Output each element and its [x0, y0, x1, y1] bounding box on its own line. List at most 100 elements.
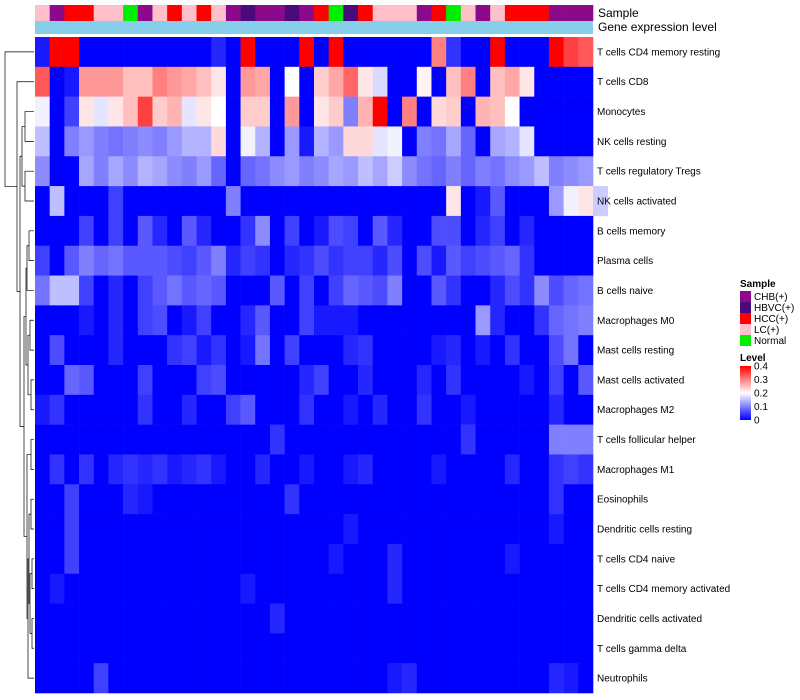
heatmap-cell: [93, 603, 109, 634]
heatmap-cell: [416, 484, 432, 515]
heatmap-cell: [372, 365, 388, 396]
heatmap-cell: [49, 365, 65, 396]
heatmap-cell: [93, 514, 109, 545]
sample-annotation-cell: [93, 5, 109, 21]
heatmap-cell: [108, 543, 124, 575]
heatmap-cell: [299, 663, 315, 694]
heatmap-cell: [196, 484, 212, 515]
row-label-t-cells-cd8: T cells CD8: [597, 77, 649, 88]
heatmap-cell: [416, 603, 432, 634]
heatmap-cell: [108, 156, 124, 187]
heatmap-cell: [108, 603, 124, 634]
heatmap-cell: [240, 454, 256, 485]
heatmap-cell: [431, 454, 447, 485]
heatmap-cell: [314, 603, 329, 634]
heatmap-cell: [578, 245, 594, 276]
heatmap-cell: [49, 215, 65, 247]
heatmap-cell: [123, 96, 139, 127]
heatmap-cell: [475, 275, 491, 306]
heatmap-cell: [225, 394, 241, 425]
heatmap-cell: [211, 245, 227, 276]
heatmap-cell: [314, 514, 329, 545]
heatmap-cell: [225, 156, 241, 187]
heatmap-cell: [431, 663, 447, 694]
heatmap-cell: [49, 484, 65, 515]
sample-annotation-cell: [431, 5, 447, 21]
heatmap-cell: [534, 573, 550, 604]
sample-track-label: Sample: [598, 6, 639, 20]
heatmap-cell: [49, 305, 65, 336]
heatmap-cell: [225, 335, 241, 366]
heatmap-cell: [93, 96, 109, 127]
heatmap-cell: [299, 156, 315, 187]
heatmap-cell: [64, 37, 80, 68]
heatmap-cell: [431, 484, 447, 515]
sample-legend-label: CHB(+): [754, 292, 788, 303]
heatmap-cell: [578, 335, 594, 366]
heatmap-cell: [299, 37, 315, 68]
heatmap-cell: [211, 543, 227, 575]
heatmap-cell: [108, 275, 124, 306]
heatmap-cell: [548, 663, 564, 694]
heatmap-cell: [475, 484, 491, 515]
dendrogram-branch: [24, 111, 34, 142]
heatmap-cell: [343, 156, 359, 187]
heatmap-cell: [181, 305, 197, 336]
heatmap-cell: [167, 186, 183, 217]
heatmap-cell: [64, 484, 80, 515]
heatmap-cell: [211, 126, 227, 157]
heatmap-cell: [35, 633, 50, 664]
heatmap-cell: [314, 96, 329, 127]
heatmap-cell: [387, 66, 403, 97]
heatmap-cell: [387, 514, 403, 545]
heatmap-cell: [93, 633, 109, 664]
heatmap-cell: [534, 365, 550, 396]
dendrogram-branch: [30, 379, 34, 411]
heatmap-cell: [372, 186, 388, 217]
heatmap-cell: [387, 424, 403, 455]
heatmap-cell: [548, 603, 564, 634]
heatmap-cell: [35, 394, 50, 425]
sample-annotation-cell: [299, 5, 315, 21]
heatmap-cell: [93, 543, 109, 575]
heatmap-cell: [343, 335, 359, 366]
heatmap-cell: [211, 186, 227, 217]
heatmap-cell: [578, 305, 594, 336]
heatmap-cell: [123, 663, 139, 694]
heatmap-cell: [343, 305, 359, 336]
heatmap-cell: [387, 394, 403, 425]
heatmap-cell: [269, 633, 285, 664]
heatmap-cell: [358, 305, 374, 336]
sample-legend-title: Sample: [740, 279, 776, 290]
heatmap-cell: [211, 484, 227, 515]
heatmap-cell: [255, 305, 271, 336]
heatmap-cell: [284, 573, 300, 604]
heatmap-cell: [181, 454, 197, 485]
heatmap-cell: [446, 424, 462, 455]
heatmap-cell: [372, 156, 388, 187]
row-label-mast-cells-resting: Mast cells resting: [597, 346, 674, 357]
sample-annotation-cell: [49, 5, 65, 21]
heatmap-cell: [431, 126, 447, 157]
heatmap-cell: [284, 663, 300, 694]
heatmap-cell: [225, 663, 241, 694]
heatmap-cell: [460, 126, 476, 157]
heatmap-cell: [534, 126, 550, 157]
heatmap-cell: [328, 633, 344, 664]
heatmap-cell: [284, 514, 300, 545]
heatmap-cell: [49, 186, 65, 217]
sample-legend-swatch: [740, 335, 751, 346]
heatmap-cell: [372, 245, 388, 276]
heatmap-cell: [123, 424, 139, 455]
row-label-eosinophils: Eosinophils: [597, 495, 648, 506]
heatmap-cell: [534, 215, 550, 247]
heatmap-cell: [475, 37, 491, 68]
heatmap-cell: [563, 305, 579, 336]
heatmap-cell: [490, 275, 506, 306]
heatmap-cell: [240, 275, 256, 306]
heatmap-cell: [372, 514, 388, 545]
sample-annotation-cell: [284, 5, 300, 21]
heatmap-cell: [64, 514, 80, 545]
heatmap-cell: [211, 305, 227, 336]
heatmap-cell: [255, 394, 271, 425]
